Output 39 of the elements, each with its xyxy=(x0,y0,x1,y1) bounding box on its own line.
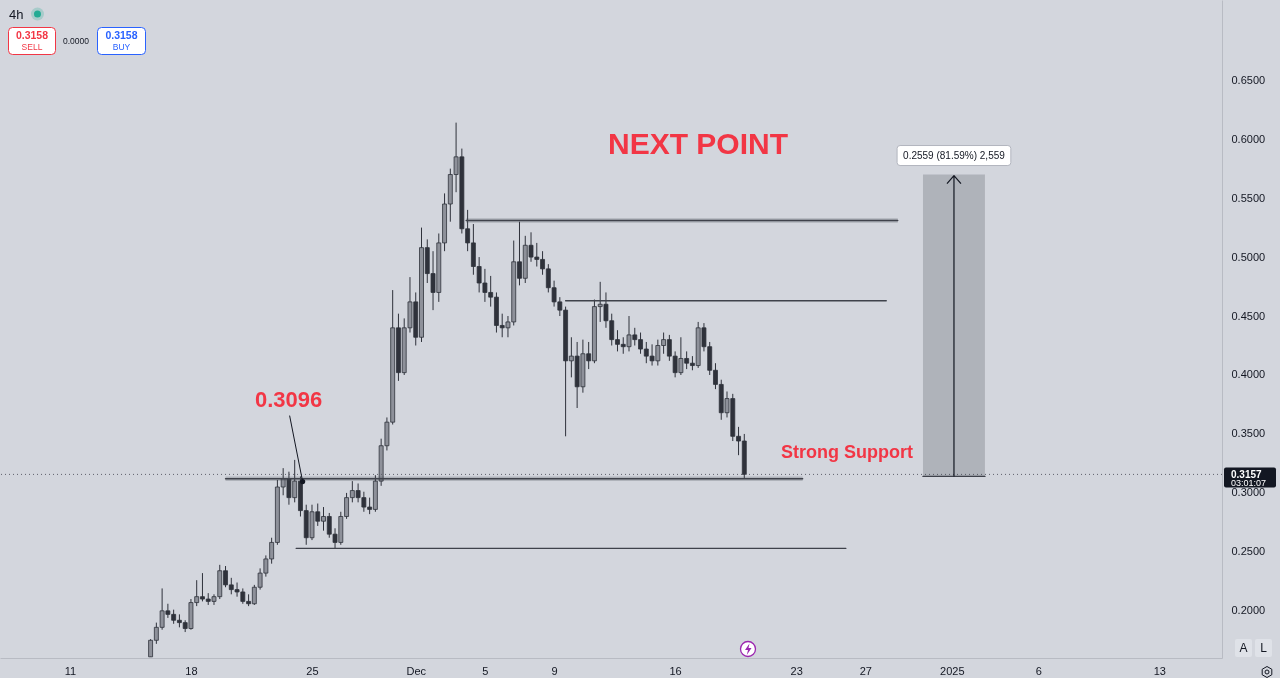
toggle-button: L xyxy=(1255,639,1272,657)
y-tick-label: 0.5000 xyxy=(1231,250,1266,263)
x-tick-label: 2025 xyxy=(940,664,965,677)
x-tick-label: 13 xyxy=(1153,664,1166,677)
y-tick-label: 0.2000 xyxy=(1231,604,1266,617)
text: 4h xyxy=(9,6,24,22)
y-tick-label: 0.3500 xyxy=(1231,427,1266,440)
annotation: 0.3096 xyxy=(254,387,323,413)
y-tick-label: 0.6500 xyxy=(1231,73,1266,86)
annotation: 0.2559 (81.59%) 2,559 xyxy=(903,150,1006,162)
annotation: SELL xyxy=(21,42,43,52)
ref-line-label: 0.3157 xyxy=(1231,468,1263,480)
x-tick-label: 6 xyxy=(1035,664,1042,677)
annotation: Strong Support xyxy=(781,442,913,462)
toggle-button: A xyxy=(1235,639,1252,657)
y-tick-label: 0.4000 xyxy=(1231,368,1266,381)
x-tick-label: Dec xyxy=(406,664,427,677)
annotation: BUY xyxy=(112,42,131,52)
y-tick-label: 0.3000 xyxy=(1231,486,1266,499)
annotation: NEXT POINT xyxy=(607,126,789,160)
price-tag: 0.3157 03:01:07 xyxy=(1224,467,1276,489)
y-tick-label: 0.6000 xyxy=(1231,132,1266,145)
x-tick-label: 23 xyxy=(790,664,803,677)
x-tick-label: 9 xyxy=(551,664,558,677)
x-tick-label: 16 xyxy=(669,664,682,677)
x-tick-label: 11 xyxy=(64,664,77,677)
y-tick-label: 0.4500 xyxy=(1231,309,1266,322)
y-tick-label: 0.5500 xyxy=(1231,191,1266,204)
x-tick-label: 27 xyxy=(859,664,872,677)
x-tick-label: 25 xyxy=(306,664,319,677)
sell-button: 0.3158 SELL xyxy=(8,27,56,55)
buy-button: 0.3158 BUY xyxy=(97,27,146,55)
annotation: 0.3158 xyxy=(105,29,138,41)
x-tick-label: 18 xyxy=(185,664,198,677)
x-tick-label: 5 xyxy=(482,664,489,677)
annotation: 0.3158 xyxy=(15,29,49,41)
annotation: 0.0000 xyxy=(63,36,90,46)
measure-label: 0.2559 (81.59%) 2,559 xyxy=(896,145,1012,166)
y-tick-label: 0.2500 xyxy=(1231,545,1266,558)
